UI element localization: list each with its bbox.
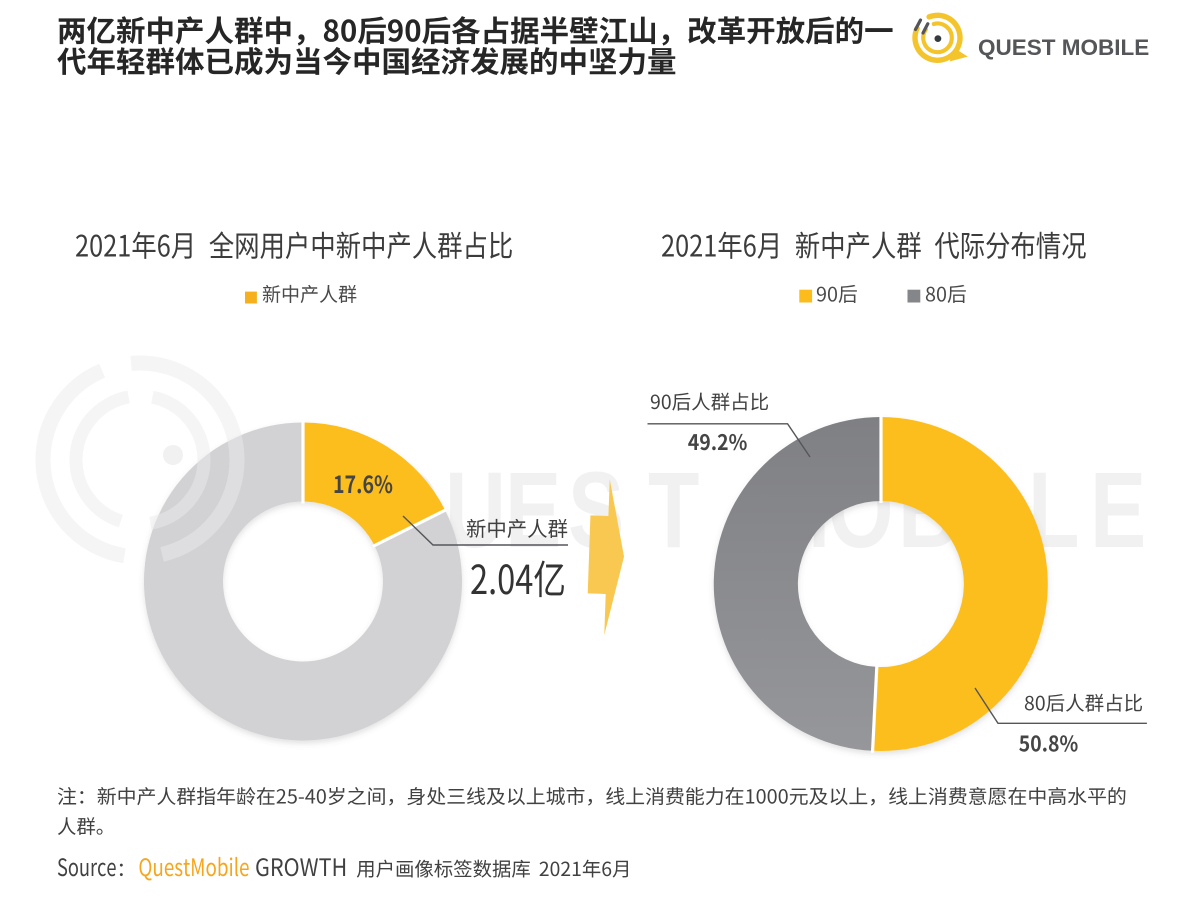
- svg-text:T: T: [648, 449, 699, 571]
- svg-text:E: E: [1090, 449, 1146, 571]
- svg-text:E: E: [505, 449, 561, 571]
- svg-text:QUEST MOBILE: QUEST MOBILE: [978, 35, 1149, 60]
